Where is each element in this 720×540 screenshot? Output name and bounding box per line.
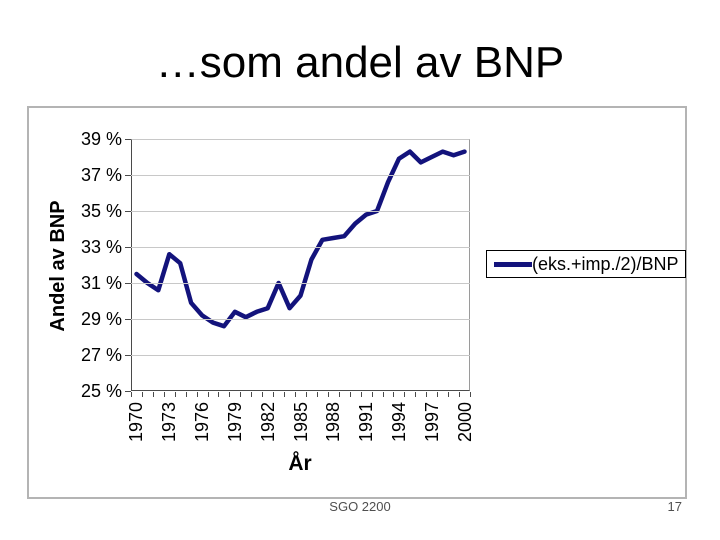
x-axis-tickmark (437, 392, 439, 397)
x-axis-tickmark (404, 392, 406, 397)
x-axis-tickmark (152, 392, 154, 397)
legend-label: (eks.+imp./2)/BNP (532, 254, 679, 274)
y-axis-tickmark (125, 247, 131, 248)
gridline (131, 283, 470, 284)
gridline (131, 355, 470, 356)
y-axis-tickmark (125, 139, 131, 140)
x-axis-tickmark (262, 392, 264, 397)
x-axis-tickmark (131, 392, 132, 397)
y-tick-label: 37 % (80, 165, 122, 185)
slide-title: …som andel av BNP (155, 38, 565, 87)
x-tick-label: 1970 (126, 401, 147, 443)
x-axis-tickmark (240, 392, 242, 397)
x-axis-tickmark (273, 392, 275, 397)
y-axis-tickmark (125, 355, 131, 356)
x-tick-label: 1991 (356, 401, 377, 443)
y-tick-label: 29 % (80, 309, 122, 329)
x-axis-tickmark (426, 392, 428, 397)
x-tick-label: 1988 (323, 401, 344, 443)
x-axis-tickmark (196, 392, 198, 397)
x-axis-tickmark (327, 392, 329, 397)
x-axis-tickmark (174, 392, 176, 397)
x-axis-tickmark (448, 392, 450, 397)
page-number: 17 (667, 499, 682, 514)
y-tick-label: 39 % (80, 129, 122, 149)
x-tick-label: 1997 (421, 401, 442, 443)
plot-area (131, 139, 470, 391)
x-axis-tickmark (185, 392, 187, 397)
x-axis-tickmark (316, 392, 318, 397)
x-axis-tickmark (415, 392, 417, 397)
x-axis-tickmark (218, 392, 220, 397)
x-axis-tickmark (371, 392, 373, 397)
x-axis-tickmark (284, 392, 286, 397)
y-axis-tickmark (125, 283, 131, 284)
x-axis-tickmark (360, 392, 362, 397)
x-axis-tickmark (393, 392, 395, 397)
y-axis-tickmark (125, 319, 131, 320)
line-chart (134, 149, 467, 329)
gridline (131, 319, 470, 320)
x-axis-tickmark (338, 392, 340, 397)
x-tick-label: 1976 (192, 401, 213, 443)
y-tick-label: 35 % (80, 201, 122, 221)
data-line-series (134, 149, 467, 329)
x-axis-tickmark (382, 392, 384, 397)
x-axis-tickmark (251, 392, 253, 397)
y-axis-tickmark (125, 391, 131, 392)
x-tick-label: 1982 (257, 401, 278, 443)
x-axis-tickmark (470, 392, 471, 397)
x-axis-tickmark (141, 392, 143, 397)
footer-text: SGO 2200 (329, 499, 391, 514)
gridline (131, 247, 470, 248)
gridline (131, 175, 470, 176)
y-tick-label: 25 % (80, 381, 122, 401)
x-tick-label: 1973 (159, 401, 180, 443)
x-axis-tickmark (207, 392, 209, 397)
y-tick-label: 33 % (80, 237, 122, 257)
x-tick-label: 2000 (454, 401, 475, 443)
x-axis-tickmark (163, 392, 165, 397)
y-tick-label: 27 % (80, 345, 122, 365)
y-axis-tickmark (125, 175, 131, 176)
x-tick-label: 1979 (224, 401, 245, 443)
x-axis-tickmark (349, 392, 351, 397)
x-tick-label: 1985 (290, 401, 311, 443)
y-axis-tickmark (125, 211, 131, 212)
gridline (131, 211, 470, 212)
x-axis-tickmark (295, 392, 297, 397)
x-axis-title: År (288, 452, 312, 475)
x-axis-tickmark (459, 392, 461, 397)
legend: (eks.+imp./2)/BNP (486, 250, 686, 278)
legend-line-swatch (494, 261, 532, 267)
y-tick-label: 31 % (80, 273, 122, 293)
x-tick-label: 1994 (388, 401, 409, 443)
x-axis-tickmark (305, 392, 307, 397)
x-axis-tickmark (229, 392, 231, 397)
